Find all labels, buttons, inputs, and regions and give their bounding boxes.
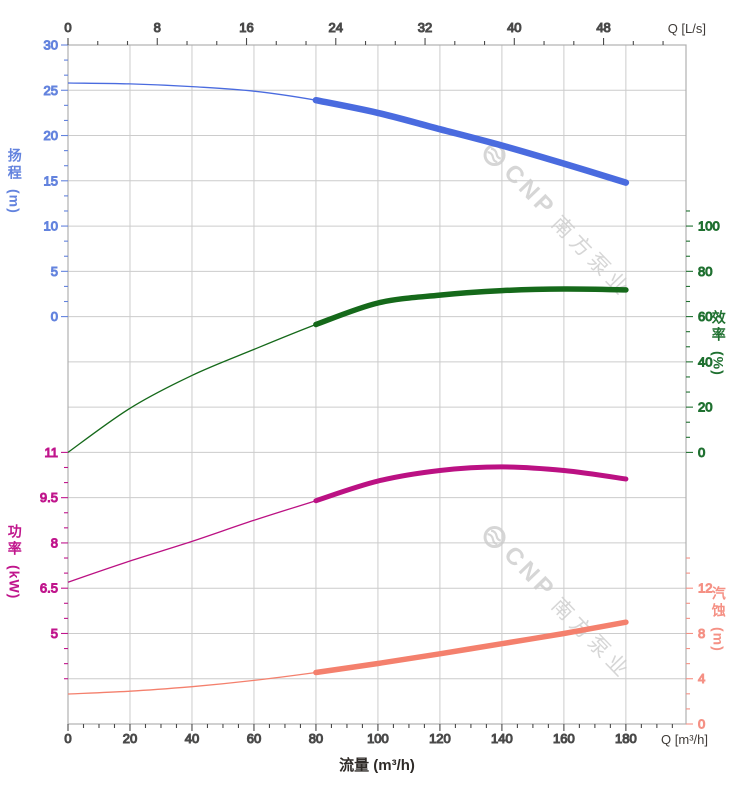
bottom-axis: 0 20 40 60 80 100 120 140 160 180: [64, 724, 673, 747]
svg-text:80: 80: [698, 264, 712, 279]
efficiency-axis-title: 效率 (%): [710, 310, 727, 376]
npsh-axis-unit: (m): [710, 627, 727, 652]
svg-text:25: 25: [44, 83, 58, 98]
svg-text:4: 4: [698, 671, 705, 686]
power-axis-title-text: 功率: [6, 524, 23, 558]
svg-text:0: 0: [64, 731, 71, 746]
svg-text:48: 48: [596, 20, 610, 35]
svg-text:140: 140: [491, 731, 513, 746]
npsh-axis-title: 汽蚀 (m): [710, 586, 727, 652]
npsh-axis-title-text: 汽蚀: [710, 586, 727, 620]
svg-text:6.5: 6.5: [40, 581, 58, 596]
svg-text:100: 100: [698, 219, 720, 234]
svg-text:8: 8: [51, 535, 58, 550]
svg-text:12: 12: [698, 581, 712, 596]
power-axis: 11 9.5 8 6.5 5: [39, 444, 68, 680]
bottom-axis-unit-label: Q [m³/h]: [661, 732, 708, 747]
svg-text:40: 40: [698, 354, 712, 369]
gridlines: [67, 45, 686, 724]
svg-text:5: 5: [51, 626, 58, 641]
svg-text:40: 40: [185, 731, 199, 746]
svg-text:11: 11: [45, 445, 59, 460]
top-axis-unit-label: Q [L/s]: [667, 21, 706, 36]
power-curve: [67, 466, 626, 583]
svg-text:10: 10: [44, 219, 58, 234]
svg-text:80: 80: [309, 731, 323, 746]
svg-text:9.5: 9.5: [40, 490, 58, 505]
svg-text:20: 20: [123, 731, 137, 746]
npsh-axis: 12 8 4 0: [686, 557, 713, 732]
svg-text:0: 0: [698, 445, 705, 460]
efficiency-axis-title-text: 效率: [710, 310, 727, 344]
svg-text:20: 20: [698, 400, 712, 415]
svg-text:0: 0: [698, 717, 705, 732]
power-axis-title: 功率 (kW): [6, 524, 23, 600]
svg-text:180: 180: [615, 731, 637, 746]
head-axis-title: 扬程 (m): [6, 148, 23, 214]
svg-text:60: 60: [247, 731, 261, 746]
svg-text:160: 160: [553, 731, 575, 746]
svg-text:5: 5: [51, 264, 58, 279]
efficiency-curve-duty-range: [313, 286, 629, 328]
svg-text:8: 8: [698, 626, 705, 641]
head-curve: [67, 82, 627, 184]
svg-text:60: 60: [698, 309, 712, 324]
efficiency-axis: 100 80 60 40 20 0: [686, 210, 720, 460]
svg-text:8: 8: [154, 20, 161, 35]
power-curve-duty-range: [313, 464, 629, 504]
svg-text:15: 15: [44, 173, 58, 188]
svg-text:30: 30: [44, 38, 58, 53]
power-axis-unit: (kW): [6, 565, 23, 600]
svg-text:20: 20: [44, 128, 58, 143]
svg-text:24: 24: [329, 20, 343, 35]
head-curve-duty-range: [312, 96, 630, 186]
svg-text:32: 32: [418, 20, 432, 35]
top-axis: 0 8 16 24 32 40 48: [64, 19, 664, 45]
svg-text:0: 0: [51, 309, 58, 324]
head-axis-unit: (m): [6, 189, 23, 214]
svg-text:120: 120: [429, 731, 451, 746]
svg-text:16: 16: [239, 20, 253, 35]
svg-text:0: 0: [64, 20, 71, 35]
plot-border: [67, 44, 687, 725]
npsh-curve-duty-range: [313, 619, 629, 676]
svg-text:40: 40: [507, 20, 521, 35]
head-axis-title-text: 扬程: [6, 148, 23, 182]
efficiency-axis-unit: (%): [710, 351, 727, 376]
svg-text:100: 100: [367, 731, 389, 746]
head-axis: 30 25 20 15 10 5 0: [43, 37, 68, 325]
x-axis-title: 流量 (m³/h): [339, 757, 415, 774]
